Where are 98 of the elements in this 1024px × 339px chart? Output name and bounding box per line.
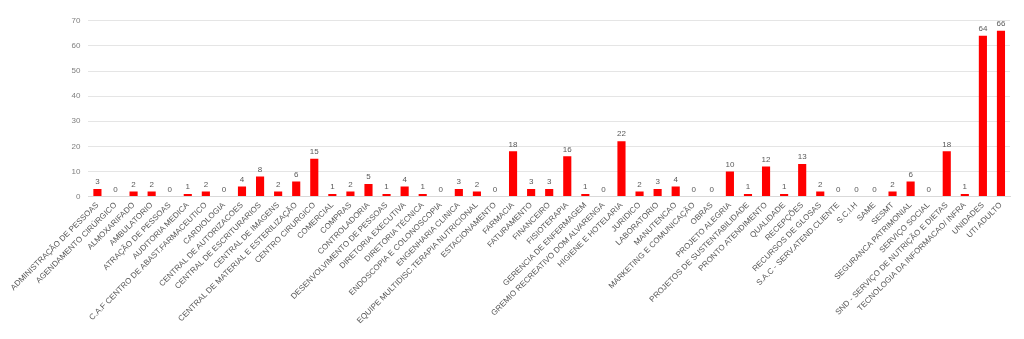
data-label: 2 <box>149 179 155 189</box>
data-label: 3 <box>95 177 101 187</box>
bar <box>237 186 247 197</box>
data-label: 2 <box>890 179 896 189</box>
y-tick-label: 0 <box>75 191 81 201</box>
bar <box>93 188 102 197</box>
data-label: 2 <box>637 179 643 189</box>
bar <box>780 194 789 197</box>
bar <box>545 188 554 197</box>
bar <box>310 158 319 197</box>
y-tick-label: 70 <box>71 16 81 25</box>
data-label: 0 <box>836 184 842 194</box>
data-label: 8 <box>257 164 263 174</box>
data-label: 2 <box>348 179 354 189</box>
bar <box>888 191 897 197</box>
data-label: 18 <box>508 139 519 149</box>
y-tick-label: 40 <box>71 91 81 101</box>
data-label: 15 <box>309 147 320 157</box>
bar <box>201 191 210 197</box>
bar <box>382 194 391 197</box>
bar <box>256 176 265 197</box>
bar <box>292 181 301 197</box>
data-label: 0 <box>854 184 860 194</box>
bar <box>635 191 644 197</box>
bar <box>454 188 463 197</box>
data-label: 1 <box>384 182 390 192</box>
bar <box>183 194 192 197</box>
data-label: 0 <box>221 184 227 194</box>
bar <box>996 30 1006 197</box>
data-label: 2 <box>131 179 137 189</box>
data-label: 1 <box>583 182 589 192</box>
data-label: 2 <box>818 179 824 189</box>
data-label: 0 <box>872 184 878 194</box>
data-label: 0 <box>438 184 444 194</box>
data-label: 1 <box>781 182 787 192</box>
data-label: 4 <box>239 174 245 184</box>
bar <box>960 194 969 197</box>
data-label: 4 <box>402 174 408 184</box>
data-label: 10 <box>725 159 735 169</box>
y-tick-label: 30 <box>71 116 81 126</box>
data-label: 0 <box>492 184 498 194</box>
bar <box>743 194 753 197</box>
data-label: 0 <box>601 184 607 194</box>
data-label: 22 <box>617 129 627 139</box>
bar <box>671 186 680 197</box>
y-tick-label: 20 <box>71 141 81 151</box>
y-tick-label: 60 <box>71 41 81 51</box>
bar <box>798 163 807 197</box>
data-label: 3 <box>655 177 661 187</box>
data-label: 6 <box>908 169 914 179</box>
bar <box>725 171 734 197</box>
bar <box>400 186 409 197</box>
data-label: 2 <box>474 179 480 189</box>
data-label: 0 <box>113 184 119 194</box>
bar <box>274 191 283 197</box>
bar <box>617 141 626 197</box>
bar <box>761 166 771 197</box>
bar <box>129 191 138 197</box>
bar <box>346 191 355 197</box>
bar <box>147 191 156 197</box>
bar <box>508 151 518 197</box>
bar <box>978 35 987 197</box>
data-label: 0 <box>167 184 173 194</box>
data-label: 3 <box>546 177 552 187</box>
data-label: 6 <box>293 169 299 179</box>
bar <box>418 194 427 197</box>
bar <box>364 183 373 197</box>
data-label: 3 <box>528 177 534 187</box>
data-label: 1 <box>962 182 968 192</box>
data-label: 1 <box>330 182 336 192</box>
bar <box>581 194 590 197</box>
bar <box>942 151 951 197</box>
data-label: 13 <box>797 152 808 162</box>
data-label: 0 <box>926 184 932 194</box>
data-label: 0 <box>691 184 697 194</box>
data-label: 66 <box>996 19 1006 29</box>
data-label: 2 <box>203 179 209 189</box>
data-label: 0 <box>709 184 715 194</box>
data-label: 64 <box>978 24 988 34</box>
bar <box>472 191 481 197</box>
data-label: 16 <box>562 144 573 154</box>
bar <box>816 191 825 197</box>
bar <box>906 181 915 197</box>
data-label: 3 <box>456 177 462 187</box>
y-tick-label: 50 <box>71 66 81 76</box>
data-label: 5 <box>366 172 372 182</box>
bar <box>563 156 572 197</box>
bar <box>328 194 337 197</box>
data-label: 1 <box>185 182 191 192</box>
bar <box>527 188 536 197</box>
y-tick-label: 10 <box>71 166 81 176</box>
data-label: 12 <box>761 154 772 164</box>
data-label: 4 <box>673 174 679 184</box>
data-label: 2 <box>275 179 281 189</box>
bar <box>653 188 662 197</box>
data-label: 1 <box>420 182 426 192</box>
data-label: 18 <box>942 139 952 149</box>
data-label: 1 <box>745 182 751 192</box>
